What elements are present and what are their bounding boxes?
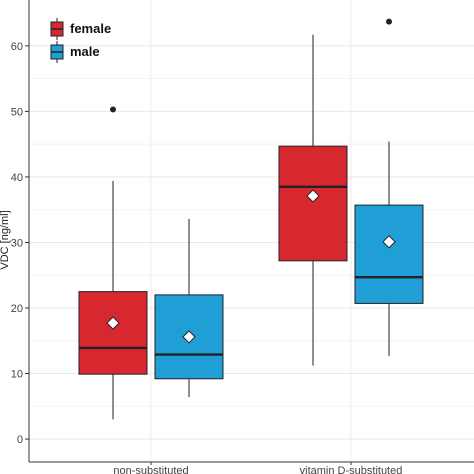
y-tick-label: 0 [17,434,23,446]
mean-marker [382,235,396,249]
legend-label: male [70,44,100,59]
male-box-group [154,218,224,398]
outlier-point [386,18,392,25]
legend: female male [50,18,111,63]
y-axis-title: VDC [ng/ml] [0,210,11,269]
legend-label: female [70,21,111,36]
iqr-box [78,291,148,375]
y-tick-label: 10 [11,369,23,381]
mean-marker [106,316,120,330]
mean-marker [182,330,196,344]
box-layer [78,18,424,420]
iqr-box [354,204,424,304]
female-box-group [78,106,148,420]
legend-item: male [50,41,100,63]
x-tick-label: non-substituted [113,465,188,474]
y-tick-label: 20 [11,303,23,315]
y-tick-label: 30 [11,237,23,249]
female-box-group [278,34,348,366]
mean-marker [306,189,320,203]
x-tick-label: vitamin D-substituted [300,465,403,474]
outlier-point [110,106,116,113]
y-tick-label: 60 [11,41,23,53]
y-tick-label: 40 [11,172,23,184]
y-tick-label: 50 [11,106,23,118]
male-box-group [354,18,424,356]
iqr-box [278,145,348,262]
legend-item: female [50,18,111,40]
